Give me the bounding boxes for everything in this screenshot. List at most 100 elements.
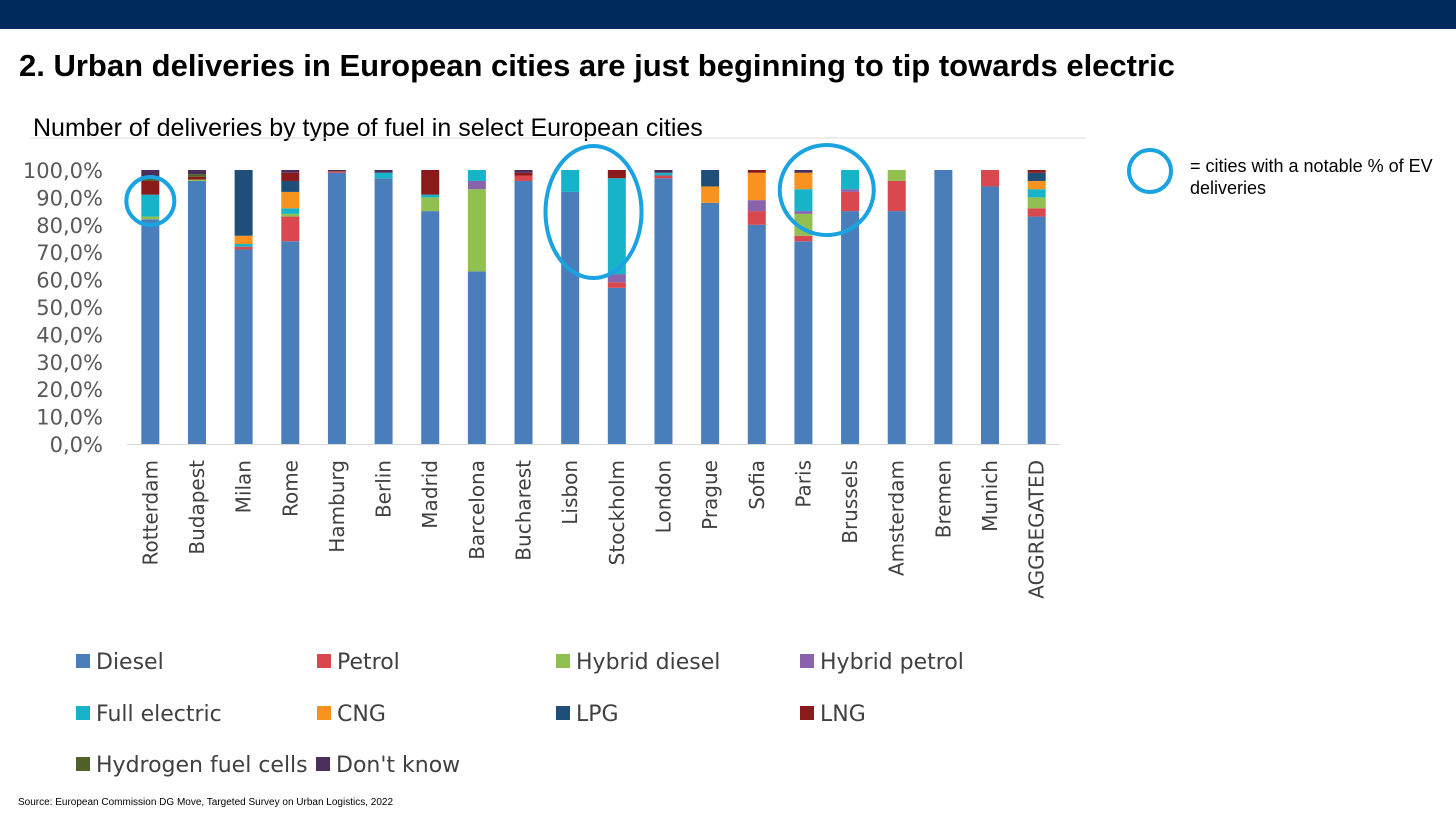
y-axis: 0,0% 10,0% 20,0% 30,0% 40,0% 50,0% 60,0% 70,0% 8… — [23, 159, 1060, 457]
bar-segment-full-electric — [794, 189, 813, 212]
bar-stack-rotterdam — [141, 170, 160, 444]
bar-segment-hybrid-petrol — [794, 211, 813, 214]
bar-segment-diesel — [794, 241, 813, 444]
bar-segment-diesel — [1027, 216, 1046, 444]
bar-segment-hybrid-diesel — [281, 213, 300, 217]
bar-segment-don-t-know — [281, 170, 300, 173]
y-tick-label: 0,0% — [50, 433, 103, 457]
x-tick-label: Stockholm — [605, 460, 629, 565]
bar-segment-hybrid-petrol — [607, 274, 626, 283]
legend-label: LPG — [576, 702, 619, 727]
bar-segment-hybrid-diesel — [421, 197, 440, 212]
legend-swatch — [316, 757, 330, 771]
legend-item-petrol: Petrol — [317, 650, 400, 675]
bar-segment-diesel — [327, 172, 346, 445]
bar-stack-hamburg — [327, 170, 346, 445]
bar-segment-lng — [141, 180, 160, 195]
legend-item-lng: LNG — [800, 702, 866, 727]
bar-segment-hybrid-diesel — [1027, 197, 1046, 209]
x-tick-label: Budapest — [185, 460, 209, 555]
x-tick-label: Madrid — [418, 460, 442, 529]
bar-stack-rome — [281, 170, 300, 444]
bar-segment-hybrid-diesel — [141, 216, 160, 220]
bar-stack-bucharest — [514, 170, 533, 444]
legend-label: Hydrogen fuel cells — [96, 753, 308, 778]
legend-swatch — [800, 706, 814, 720]
legend-swatch — [76, 706, 90, 720]
bar-stack-stockholm — [607, 170, 626, 444]
bar-segment-hybrid-petrol — [841, 189, 860, 192]
x-tick-label: AGGREGATED — [1025, 460, 1049, 599]
ev-highlight-circle — [124, 175, 177, 227]
y-tick-label: 90,0% — [36, 186, 103, 210]
bar-segment-hybrid-petrol — [747, 200, 766, 212]
bar-stack-bremen — [934, 170, 953, 444]
bar-segment-diesel — [887, 211, 906, 444]
bar-segment-full-electric — [374, 172, 393, 179]
bar-segment-diesel — [421, 211, 440, 444]
y-tick-label: 10,0% — [36, 406, 103, 430]
legend-swatch — [76, 654, 90, 668]
bar-segment-diesel — [141, 219, 160, 444]
y-tick-label: 60,0% — [36, 269, 103, 293]
y-tick-label: 100,0% — [23, 159, 103, 183]
legend-item-hydrogen-fuel-cells: Hydrogen fuel cells — [76, 753, 308, 778]
bar-segment-hydrogen-fuel-cells — [141, 178, 160, 181]
bar-segment-don-t-know — [327, 170, 346, 172]
bar-segment-cng — [794, 172, 813, 190]
legend-swatch — [317, 654, 331, 668]
legend-label: Hybrid diesel — [576, 650, 720, 675]
bar-segment-diesel — [841, 211, 860, 444]
legend-swatch — [317, 706, 331, 720]
legend-highlight-circle-icon — [1127, 148, 1173, 194]
bar-segment-don-t-know — [654, 170, 673, 173]
bar-segment-diesel — [467, 271, 486, 444]
bar-segment-don-t-know — [794, 170, 813, 173]
legend-label: CNG — [337, 702, 386, 727]
bar-segment-diesel — [374, 178, 393, 444]
y-tick-label: 70,0% — [36, 241, 103, 265]
bar-segment-diesel — [654, 178, 673, 444]
bar-segment-lpg — [701, 170, 720, 187]
bar-segment-full-electric — [561, 170, 580, 192]
legend-item-lpg: LPG — [556, 702, 619, 727]
ev-highlight-circles — [124, 143, 876, 280]
bar-stacks — [141, 170, 1046, 445]
bar-segment-don-t-know — [514, 170, 533, 173]
bar-segment-diesel — [934, 170, 953, 444]
bar-segment-lng — [747, 170, 766, 173]
bar-segment-petrol — [514, 175, 533, 181]
bar-segment-diesel — [607, 287, 626, 444]
x-tick-label: Munich — [978, 460, 1002, 532]
bar-segment-petrol — [1027, 208, 1046, 217]
bar-segment-lpg — [281, 180, 300, 192]
bar-segment-hybrid-diesel — [187, 179, 206, 181]
bar-segment-lng — [1027, 170, 1046, 173]
bar-segment-cng — [234, 235, 253, 244]
bar-stack-aggregated — [1027, 170, 1046, 444]
ev-highlight-circle — [777, 143, 876, 237]
x-tick-label: Milan — [232, 460, 256, 513]
source-note: Source: European Commission DG Move, Tar… — [18, 797, 394, 808]
legend-item-hybrid-diesel: Hybrid diesel — [556, 650, 720, 675]
bar-segment-full-electric — [841, 170, 860, 190]
bar-segment-diesel — [981, 186, 1000, 444]
bar-segment-lng — [514, 172, 533, 176]
bar-segment-diesel — [701, 202, 720, 444]
bar-segment-full-electric — [141, 194, 160, 217]
bar-segment-hybrid-petrol — [467, 180, 486, 190]
bar-segment-petrol — [887, 180, 906, 212]
legend-item-full-electric: Full electric — [76, 702, 222, 727]
bar-segment-lng — [281, 172, 300, 181]
category-labels: Rotterdam Budapest Milan Rome Hamburg Berlin M… — [138, 460, 1048, 599]
bar-segment-petrol — [281, 216, 300, 242]
bar-segment-full-electric — [654, 172, 673, 176]
bar-stack-madrid — [421, 170, 440, 444]
bar-segment-full-electric — [607, 178, 626, 275]
slide-title: 2. Urban deliveries in European cities a… — [19, 48, 1175, 83]
bar-segment-full-electric — [421, 194, 440, 198]
bar-stack-prague — [701, 170, 720, 444]
legend-swatch — [556, 654, 570, 668]
legend-item-diesel: Diesel — [76, 650, 164, 675]
legend-label: Don't know — [336, 753, 460, 778]
